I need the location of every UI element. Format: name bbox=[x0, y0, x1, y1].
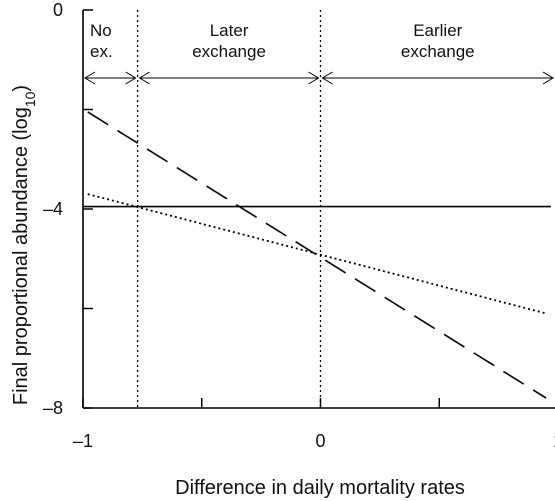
arrowhead-left bbox=[84, 71, 96, 85]
x-axis-title: Difference in daily mortality rates bbox=[175, 477, 465, 499]
x-tick-label: 0 bbox=[315, 431, 325, 451]
region-label: exchange bbox=[192, 42, 266, 61]
region-label: Later bbox=[210, 21, 249, 40]
arrowhead-left bbox=[321, 71, 333, 85]
y-tick-label: –8 bbox=[43, 398, 63, 418]
series-line-dotted bbox=[87, 193, 547, 315]
region-label: exchange bbox=[401, 42, 475, 61]
x-tick-label: 1 bbox=[553, 431, 555, 451]
region-label: ex. bbox=[90, 42, 113, 61]
y-tick-label: 0 bbox=[53, 0, 63, 20]
plot-area bbox=[82, 9, 555, 409]
arrowhead-left bbox=[138, 71, 150, 85]
arrowhead-right bbox=[542, 71, 554, 85]
y-axis-title: Final proportional abundance (log10) bbox=[10, 85, 38, 405]
x-tick-label: –1 bbox=[73, 431, 93, 451]
y-tick-label: –4 bbox=[43, 199, 63, 219]
arrowhead-right bbox=[125, 71, 137, 85]
tick-labels: 0 –4 –8 –1 0 1 No ex. Later exchange Earlier exchan… bbox=[43, 0, 555, 451]
series-line-dashed bbox=[87, 111, 547, 399]
region-label: Earlier bbox=[413, 21, 462, 40]
region-label: No bbox=[90, 21, 112, 40]
arrowhead-right bbox=[308, 71, 320, 85]
